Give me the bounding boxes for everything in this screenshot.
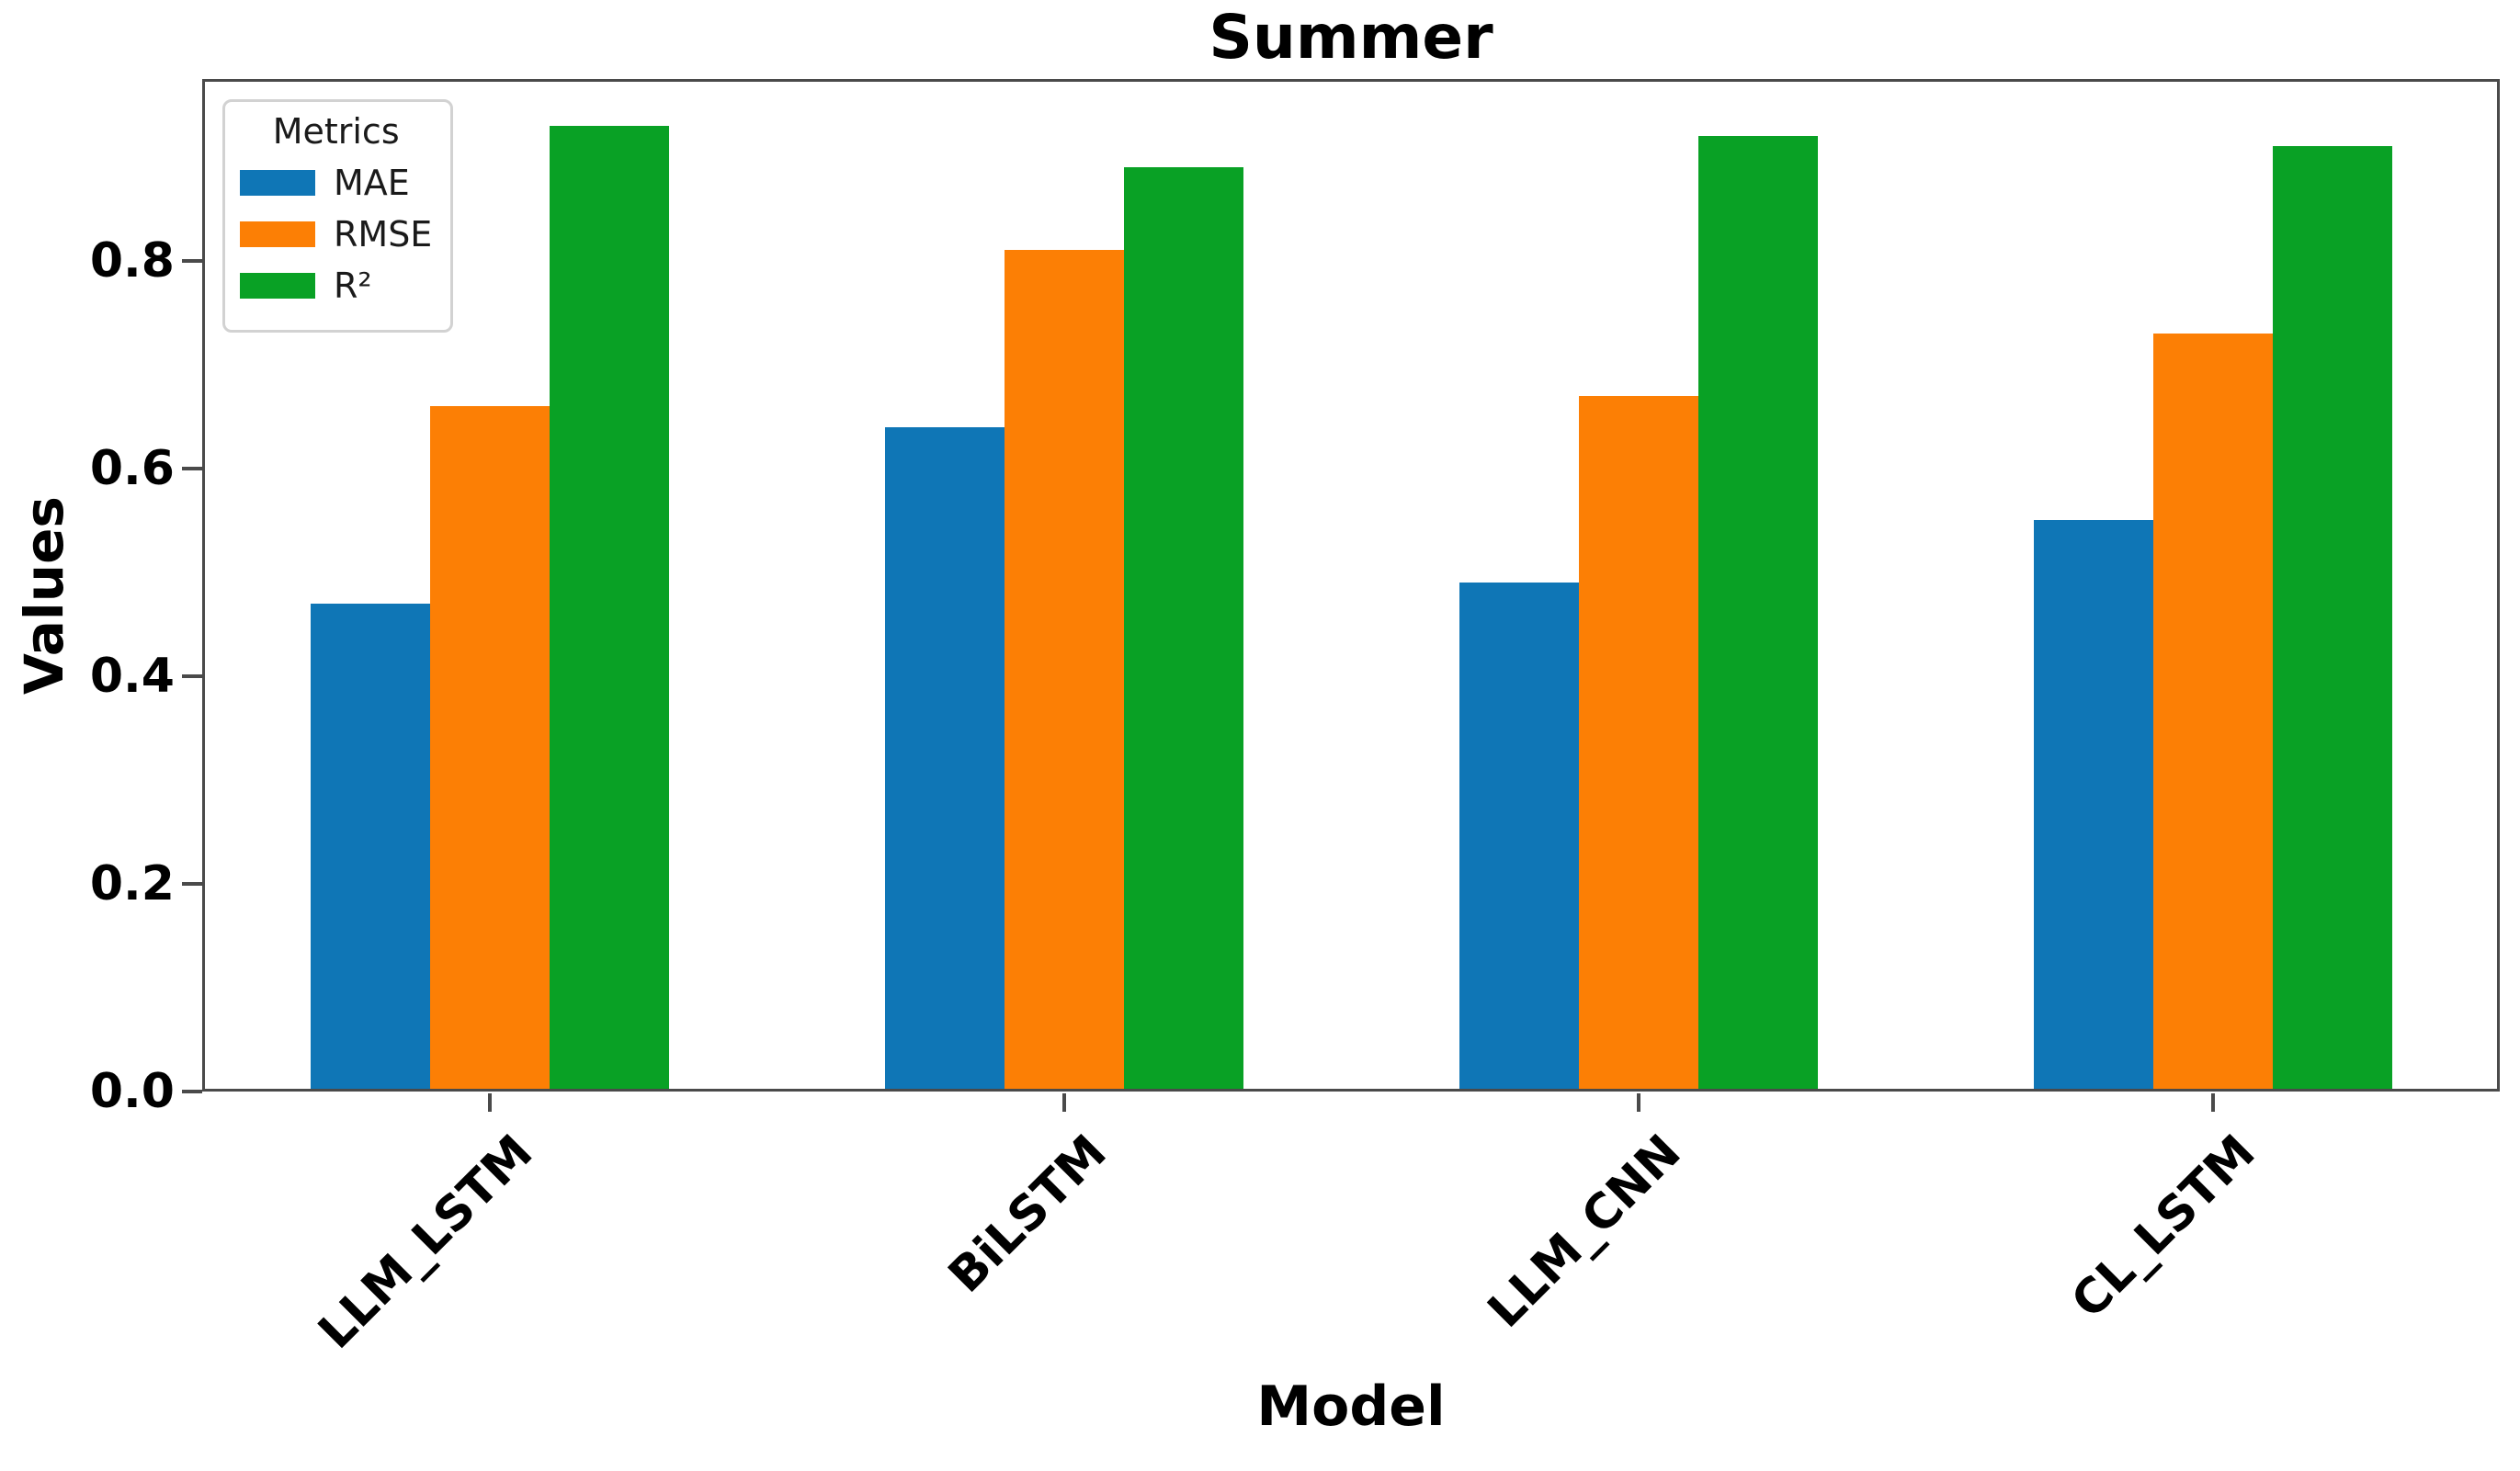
legend-label: MAE: [334, 163, 410, 203]
bar-RMSE-CL_LSTM: [2153, 334, 2273, 1092]
x-tick-label: CL_LSTM: [2061, 1125, 2266, 1330]
legend-item-RMSE: RMSE: [240, 214, 432, 255]
y-tick-mark: [182, 673, 202, 678]
y-tick-mark: [182, 258, 202, 263]
x-tick-mark: [487, 1093, 492, 1112]
legend-title: Metrics: [272, 111, 400, 152]
y-tick-label: 0.4: [89, 648, 175, 704]
x-tick-mark: [1636, 1093, 1640, 1112]
bar-RMSE-LLM_CNN: [1579, 396, 1698, 1092]
bar-MAE-LLM_CNN: [1459, 583, 1579, 1092]
y-tick-label: 0.8: [89, 232, 175, 289]
bar-R²-BiLSTM: [1124, 167, 1243, 1092]
bar-R²-CL_LSTM: [2273, 146, 2392, 1092]
bar-MAE-BiLSTM: [885, 427, 1005, 1092]
chart-title: Summer: [1209, 2, 1493, 73]
legend-swatch-R²: [240, 273, 315, 299]
x-tick-mark: [1061, 1093, 1066, 1112]
legend-label: RMSE: [334, 214, 433, 255]
legend-swatch-MAE: [240, 170, 315, 196]
x-tick-label: LLM_LSTM: [308, 1125, 543, 1360]
y-tick-mark: [182, 466, 202, 470]
bar-RMSE-LLM_LSTM: [430, 406, 550, 1092]
bar-RMSE-BiLSTM: [1005, 250, 1124, 1092]
legend: Metrics MAE RMSE R²: [222, 99, 454, 333]
legend-swatch-RMSE: [240, 221, 315, 247]
y-tick-label: 0.0: [89, 1064, 175, 1119]
legend-label: R²: [334, 266, 372, 306]
y-tick-mark: [182, 1090, 202, 1093]
legend-items: MAE RMSE R²: [240, 163, 432, 306]
x-tick-mark: [2210, 1093, 2215, 1112]
bar-MAE-CL_LSTM: [2034, 520, 2153, 1092]
bar-R²-LLM_CNN: [1698, 136, 1818, 1092]
y-tick-mark: [182, 881, 202, 886]
y-tick-label: 0.2: [89, 855, 175, 911]
x-tick-label: LLM_CNN: [1478, 1125, 1692, 1339]
legend-item-MAE: MAE: [240, 163, 432, 203]
legend-item-R²: R²: [240, 266, 432, 306]
x-axis-label: Model: [1256, 1375, 1446, 1439]
x-tick-label: BiLSTM: [938, 1125, 1118, 1304]
y-tick-label: 0.6: [89, 440, 175, 496]
bar-R²-LLM_LSTM: [550, 126, 669, 1092]
bar-MAE-LLM_LSTM: [311, 604, 430, 1092]
